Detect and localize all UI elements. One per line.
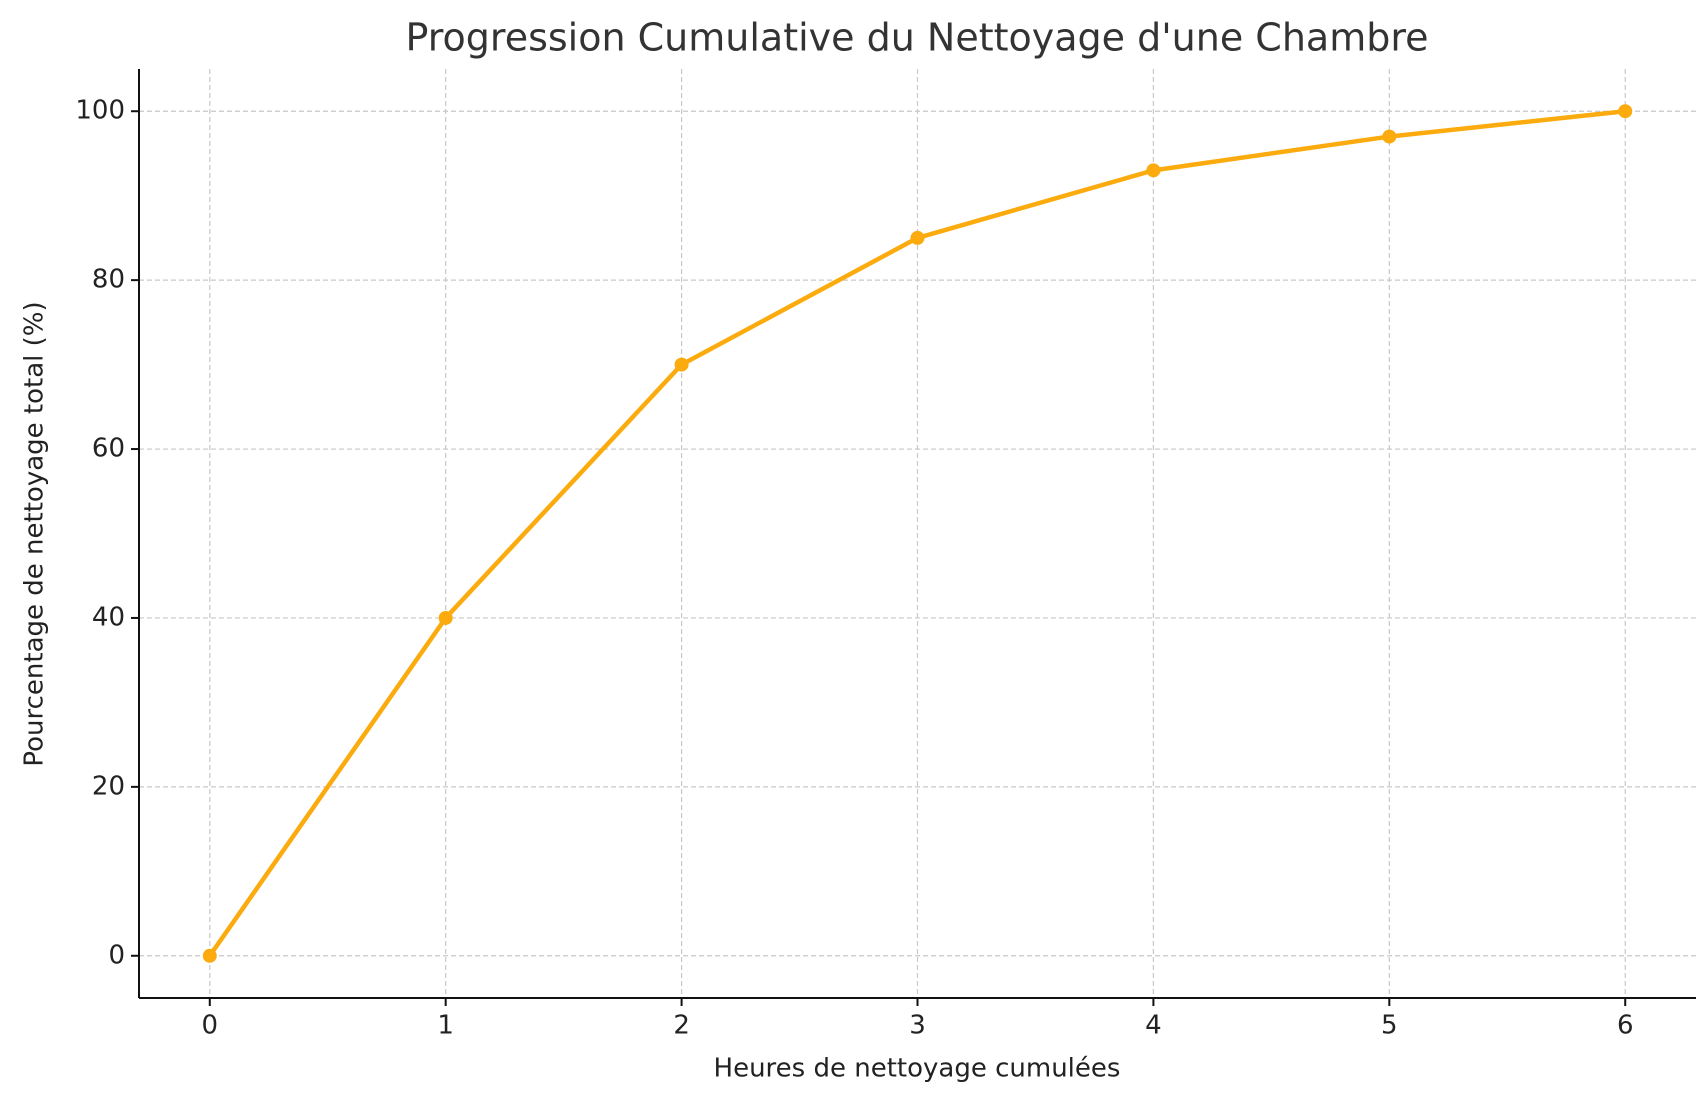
x-tick-label: 3: [909, 1011, 926, 1041]
y-tick-label: 60: [92, 434, 125, 464]
data-point: [438, 610, 453, 625]
y-axis-label: Pourcentage de nettoyage total (%): [20, 301, 50, 766]
x-tick-label: 1: [437, 1011, 454, 1041]
y-tick-label: 40: [92, 602, 125, 632]
data-point: [1146, 163, 1161, 178]
x-tick-label: 5: [1381, 1011, 1398, 1041]
y-tick-label: 80: [92, 265, 125, 295]
y-tick-label: 100: [75, 96, 125, 126]
data-point: [1382, 129, 1397, 144]
data-point: [674, 357, 689, 372]
x-tick-label: 6: [1617, 1011, 1634, 1041]
y-tick-label: 20: [92, 771, 125, 801]
y-tick-label: 0: [108, 940, 125, 970]
chart-title: Progression Cumulative du Nettoyage d'un…: [406, 16, 1429, 60]
x-tick-label: 0: [201, 1011, 218, 1041]
x-tick-label: 4: [1145, 1011, 1162, 1041]
x-axis-label: Heures de nettoyage cumulées: [714, 1054, 1121, 1084]
data-point: [910, 230, 925, 245]
data-point: [202, 948, 217, 963]
x-tick-label: 2: [673, 1011, 690, 1041]
data-point: [1618, 104, 1633, 119]
